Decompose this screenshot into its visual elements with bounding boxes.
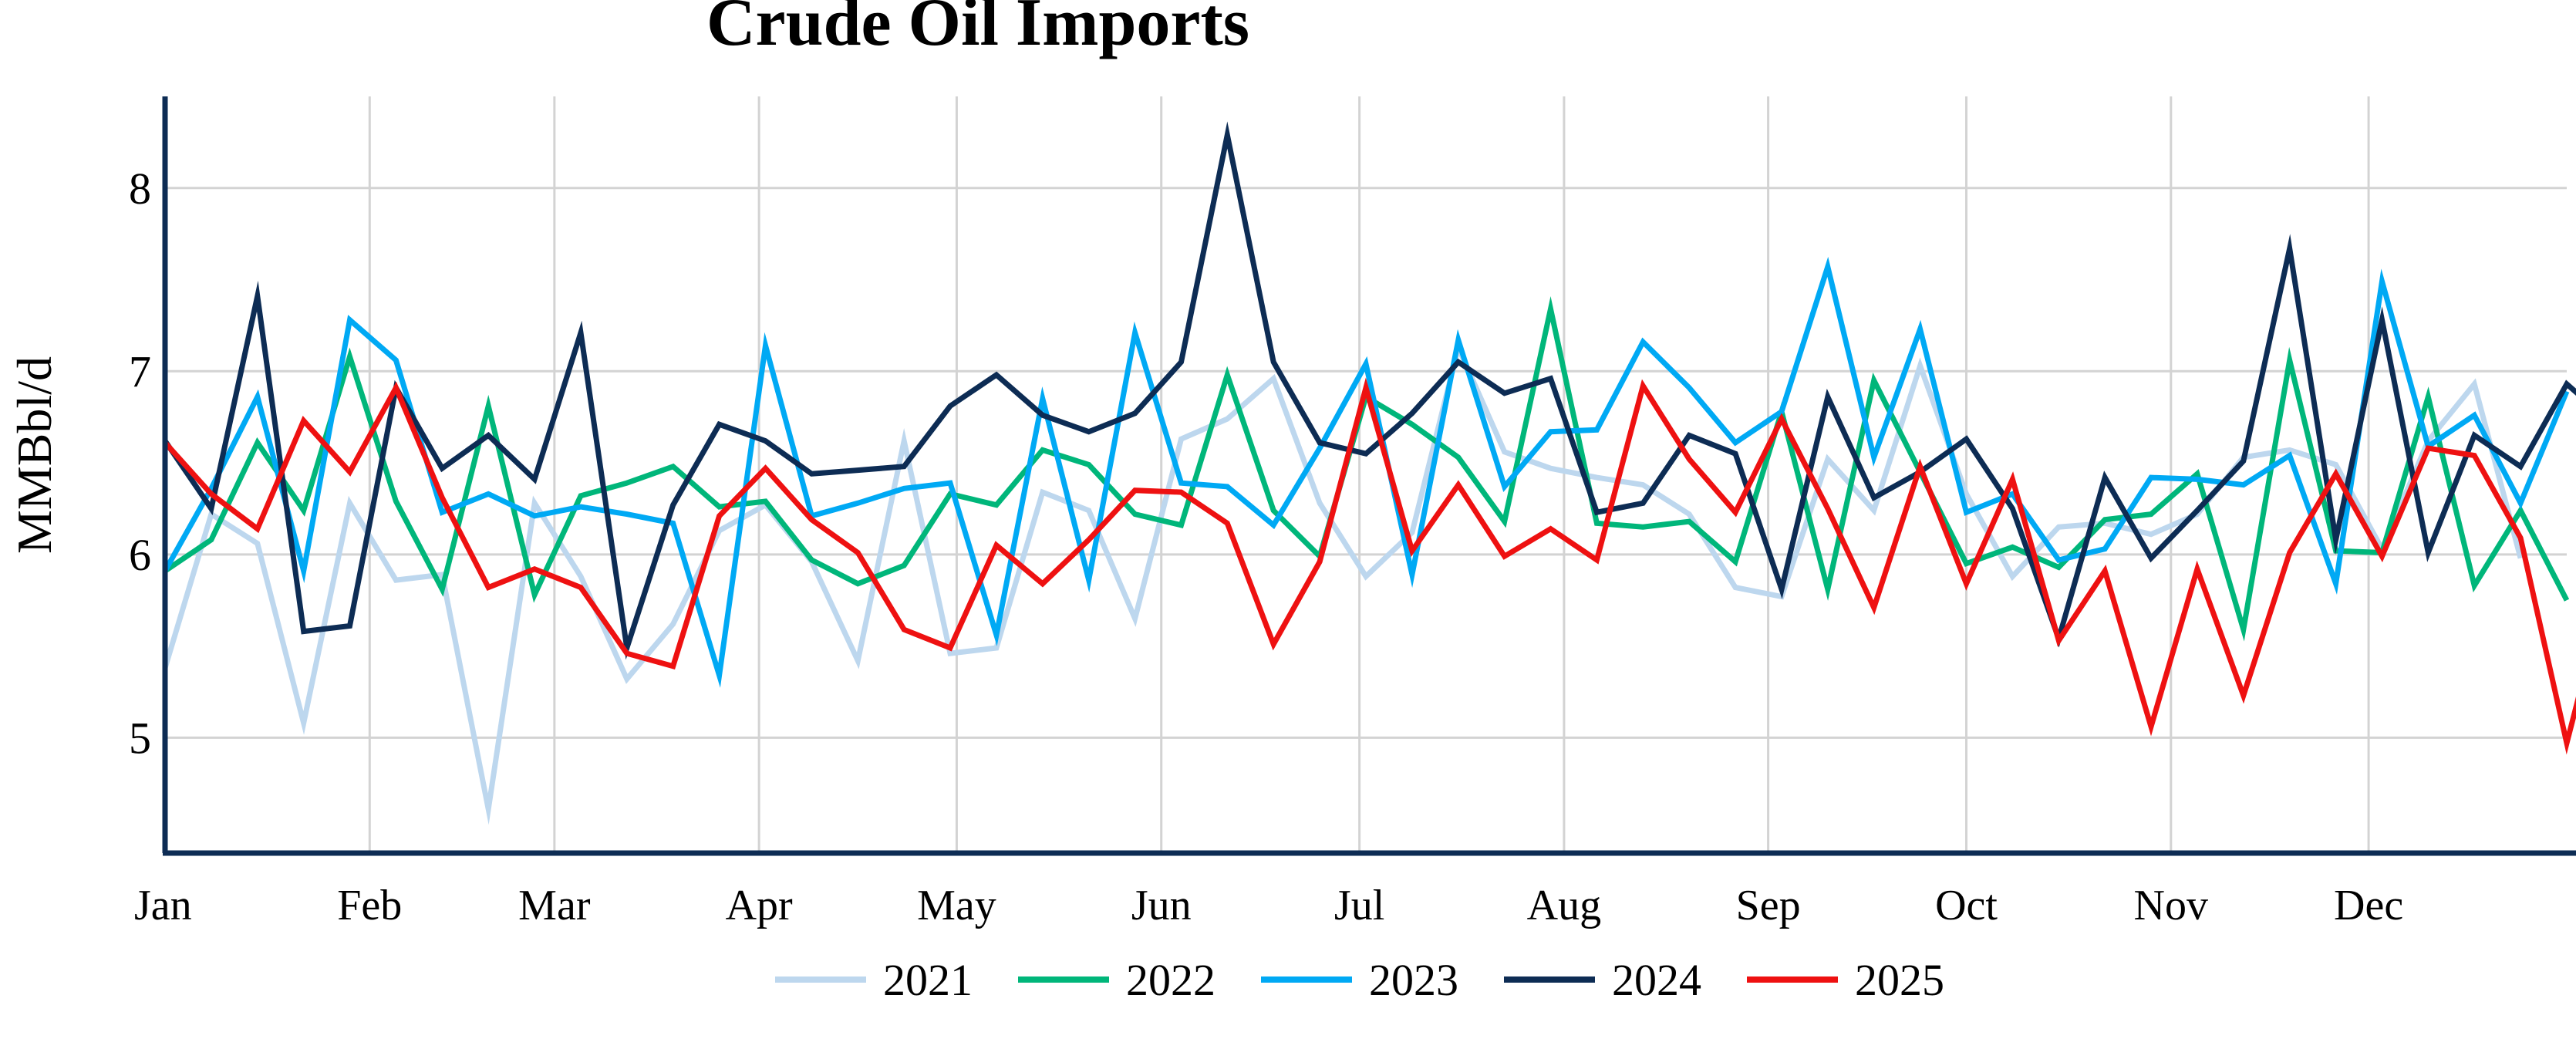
x-tick-label: Jul [1334,882,1384,929]
x-tick-label: Jan [134,882,192,929]
y-axis-label: MMBbl/d [7,356,62,554]
y-tick-label: 7 [129,346,151,396]
legend-label: 2023 [1369,955,1458,1005]
legend-item-2024[interactable]: 2024 [1504,955,1701,1005]
series-line-2024 [163,121,2576,660]
legend-label: 2022 [1126,955,1216,1005]
x-tick-label: Apr [726,882,793,929]
x-tick-label: Aug [1527,882,1601,929]
series-line-2023 [162,256,2570,688]
axes [162,96,2576,856]
legend-item-2021[interactable]: 2021 [775,955,973,1005]
series-line-2025 [163,377,2576,755]
x-tick-label: Nov [2134,882,2208,929]
series-lines [162,121,2576,825]
legend-label: 2021 [883,955,973,1005]
x-tick-label: Feb [337,882,402,929]
legend-label: 2024 [1612,955,1701,1005]
x-tick-label: Dec [2334,882,2403,929]
x-tick-label: Mar [518,882,591,929]
x-tick-label: Jun [1131,882,1192,929]
legend-label: 2025 [1855,955,1944,1005]
x-tick-label: Sep [1736,882,1801,929]
y-tick-label: 8 [129,164,151,214]
tick-labels: Jan Feb Mar Apr May Jun Jul Aug Sep Oct Nov Dec 5 6 7 8 [129,164,2403,929]
y-tick-label: 5 [129,713,151,763]
legend[interactable]: 2021 2022 2023 2024 2025 [775,955,1944,1005]
legend-item-2022[interactable]: 2022 [1018,955,1216,1005]
x-tick-label: Oct [1935,882,1998,929]
legend-item-2023[interactable]: 2023 [1261,955,1458,1005]
y-tick-label: 6 [129,530,151,580]
x-tick-label: May [917,882,996,929]
grid [165,96,2567,853]
legend-item-2025[interactable]: 2025 [1747,955,1944,1005]
chart-title: Crude Oil Imports [706,0,1249,60]
